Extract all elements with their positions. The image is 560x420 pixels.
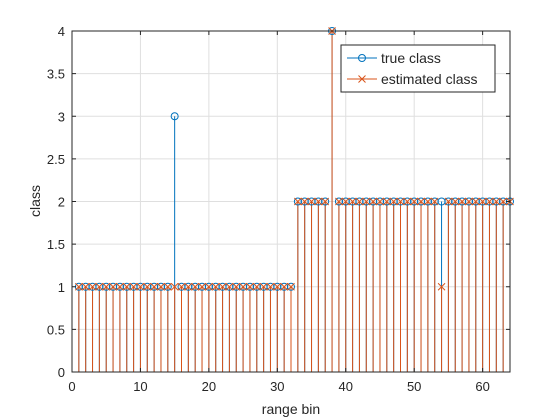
x-tick-label: 30	[270, 379, 284, 394]
estimated-class-point	[376, 197, 384, 206]
estimated-class-point	[444, 197, 453, 206]
estimated-class-point	[499, 197, 508, 206]
true-class-point	[321, 197, 330, 206]
estimated-class-point	[321, 197, 330, 206]
estimated-class-point	[485, 197, 494, 206]
y-tick-label: 4	[58, 24, 65, 39]
y-tick-label: 2.5	[47, 152, 65, 167]
estimated-class-point	[163, 282, 172, 291]
estimated-class-point	[116, 282, 124, 291]
estimated-class-point	[410, 197, 419, 206]
y-tick-label: 1	[58, 280, 65, 295]
estimated-class-point	[225, 282, 234, 291]
estimated-class-point	[177, 282, 186, 291]
estimated-class-point	[348, 197, 357, 206]
estimated-class-point	[465, 197, 473, 206]
tick-labels: 0 10 20 30 40 50 60 0 0.5 1 1.5 2 2.5 3 3.5 4	[47, 24, 490, 394]
estimated-class-point	[478, 197, 487, 206]
estimated-class-point	[198, 282, 206, 291]
y-tick-label: 2	[58, 195, 65, 210]
estimated-class-point	[170, 282, 179, 291]
true-class-point	[170, 112, 179, 121]
y-axis-label: class	[27, 185, 43, 217]
estimated-class-point	[293, 197, 302, 206]
y-tick-label: 1.5	[47, 237, 65, 252]
estimated-class-point	[246, 282, 254, 291]
estimated-class-point	[287, 282, 295, 291]
estimated-class-point	[205, 282, 213, 291]
x-tick-label: 20	[202, 379, 216, 394]
data-stems	[78, 31, 511, 372]
estimated-class-point	[403, 197, 412, 206]
estimated-class-point	[184, 282, 193, 291]
estimated-class-point	[417, 197, 425, 206]
legend-true-class-label: true class	[381, 50, 441, 66]
estimated-class-point	[266, 282, 275, 291]
estimated-class-point	[369, 197, 377, 206]
estimated-class-point	[451, 197, 460, 206]
estimated-class-point	[211, 282, 220, 291]
legend-box	[340, 44, 496, 93]
data-markers	[74, 27, 514, 291]
legend: true class estimated class	[340, 44, 496, 93]
legend-estimated-class-label: estimated class	[381, 71, 477, 87]
estimated-class-point	[129, 282, 138, 291]
estimated-class-point	[74, 282, 83, 291]
estimated-class-point	[239, 282, 247, 291]
estimated-class-point	[471, 197, 480, 206]
estimated-class-point	[430, 197, 439, 206]
estimated-class-point	[396, 197, 405, 206]
y-tick-label: 0.5	[47, 322, 65, 337]
estimated-class-point	[232, 282, 241, 291]
y-tick-label: 3	[58, 109, 65, 124]
estimated-class-point	[458, 197, 466, 206]
estimated-class-point	[259, 282, 268, 291]
estimated-class-point	[191, 282, 200, 291]
estimated-class-point	[95, 282, 104, 291]
x-tick-label: 40	[339, 379, 353, 394]
estimated-class-point	[335, 197, 343, 206]
estimated-class-point	[143, 282, 152, 291]
estimated-class-point	[157, 282, 165, 291]
legend-true-class-marker	[358, 54, 366, 62]
estimated-class-point	[341, 197, 350, 206]
estimated-class-point	[280, 282, 289, 291]
estimated-class-point	[273, 282, 282, 291]
estimated-class-point	[122, 282, 131, 291]
x-tick-label: 0	[68, 379, 75, 394]
estimated-class-point	[81, 282, 90, 291]
estimated-class-point	[307, 197, 316, 206]
true-class-point	[163, 282, 172, 291]
legend-estimated-class-marker	[358, 75, 366, 83]
estimated-class-point	[492, 197, 501, 206]
y-tick-label: 3.5	[47, 67, 65, 82]
estimated-class-point	[150, 282, 158, 291]
x-axis-label: range bin	[262, 401, 320, 417]
x-tick-label: 60	[475, 379, 489, 394]
estimated-class-point	[437, 282, 446, 291]
estimated-class-point	[218, 282, 227, 291]
estimated-class-point	[362, 197, 371, 206]
estimated-class-point	[136, 282, 145, 291]
true-class-point	[287, 282, 295, 291]
axis-ticks	[71, 30, 510, 373]
estimated-class-point	[314, 197, 323, 206]
estimated-class-point	[355, 197, 364, 206]
x-tick-label: 10	[133, 379, 147, 394]
x-tick-label: 50	[407, 379, 421, 394]
estimated-class-point	[389, 197, 398, 206]
estimated-class-point	[424, 197, 432, 206]
y-tick-label: 0	[58, 365, 65, 380]
estimated-class-point	[300, 197, 309, 206]
estimated-class-point	[102, 282, 111, 291]
estimated-class-point	[252, 282, 261, 291]
estimated-class-point	[88, 282, 97, 291]
estimated-class-point	[109, 282, 117, 291]
estimated-class-point	[382, 197, 391, 206]
